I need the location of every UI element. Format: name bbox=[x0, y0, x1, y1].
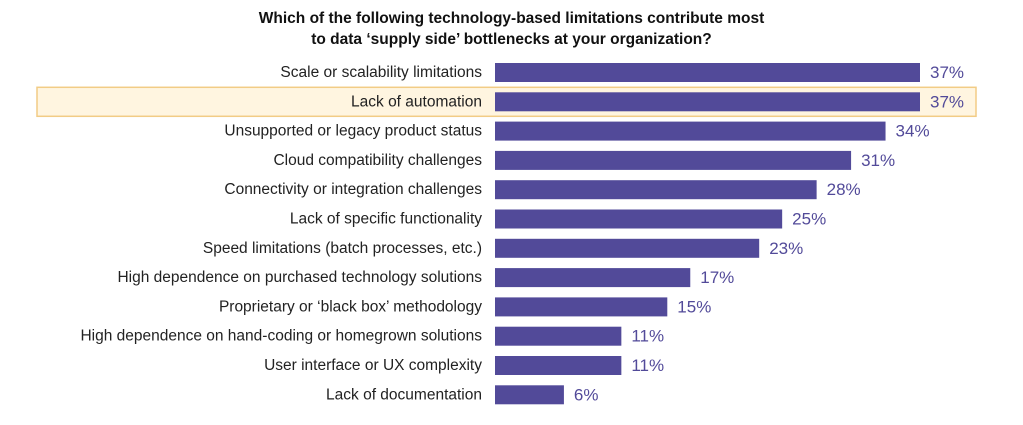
value-label-user-interface-or-ux-complexity: 11% bbox=[631, 356, 664, 375]
bar-lack-of-documentation bbox=[495, 385, 564, 405]
category-label-scale-or-scalability-limitations: Scale or scalability limitations bbox=[280, 64, 482, 81]
bar-scale-or-scalability-limitations bbox=[495, 63, 920, 82]
category-label-proprietary-or-black-box-methodology: Proprietary or ‘black box’ methodology bbox=[219, 298, 482, 315]
category-label-lack-of-automation: Lack of automation bbox=[351, 93, 482, 110]
bar-user-interface-or-ux-complexity bbox=[495, 356, 622, 375]
bars-layer: Scale or scalability limitations 37% Lack … bbox=[80, 63, 964, 405]
value-label-connectivity-or-integration-challenges: 28% bbox=[827, 180, 861, 199]
bar-cloud-compatibility-challenges bbox=[495, 150, 852, 170]
value-label-high-dependence-on-hand-coding-or-homegrown-solutions: 11% bbox=[631, 327, 664, 346]
value-label-proprietary-or-black-box-methodology: 15% bbox=[677, 297, 711, 316]
category-label-cloud-compatibility-challenges: Cloud compatibility challenges bbox=[273, 152, 482, 169]
category-label-connectivity-or-integration-challenges: Connectivity or integration challenges bbox=[224, 181, 482, 198]
value-label-unsupported-or-legacy-product-status: 34% bbox=[896, 122, 930, 141]
value-label-lack-of-specific-functionality: 25% bbox=[792, 210, 826, 229]
bar-high-dependence-on-hand-coding-or-homegrown-solutions bbox=[495, 326, 622, 346]
value-label-speed-limitations-batch-processes-etc: 23% bbox=[769, 239, 803, 258]
chart-title-line-2: to data ‘supply side’ bottlenecks at you… bbox=[311, 31, 712, 48]
chart-title-line-1: Which of the following technology-based … bbox=[258, 10, 765, 27]
category-label-lack-of-documentation: Lack of documentation bbox=[326, 386, 482, 403]
category-label-unsupported-or-legacy-product-status: Unsupported or legacy product status bbox=[224, 123, 482, 140]
category-label-speed-limitations-batch-processes-etc: Speed limitations (batch processes, etc.… bbox=[203, 240, 482, 257]
value-label-cloud-compatibility-challenges: 31% bbox=[861, 151, 895, 170]
value-label-high-dependence-on-purchased-technology-solutions: 17% bbox=[700, 268, 734, 287]
category-label-high-dependence-on-purchased-technology-solutions: High dependence on purchased technology … bbox=[117, 269, 482, 286]
category-label-user-interface-or-ux-complexity: User interface or UX complexity bbox=[264, 357, 482, 374]
value-label-scale-or-scalability-limitations: 37% bbox=[930, 63, 964, 82]
value-label-lack-of-documentation: 6% bbox=[574, 385, 599, 404]
value-label-lack-of-automation: 37% bbox=[930, 92, 964, 111]
bar-lack-of-automation bbox=[495, 92, 920, 112]
bar-high-dependence-on-purchased-technology-solutions bbox=[495, 268, 691, 288]
bar-proprietary-or-black-box-methodology bbox=[495, 297, 668, 317]
bar-connectivity-or-integration-challenges bbox=[495, 180, 817, 200]
category-label-lack-of-specific-functionality: Lack of specific functionality bbox=[290, 211, 482, 228]
bar-unsupported-or-legacy-product-status bbox=[495, 121, 886, 141]
bar-lack-of-specific-functionality bbox=[495, 209, 783, 229]
bar-speed-limitations-batch-processes-etc bbox=[495, 238, 760, 258]
category-label-high-dependence-on-hand-coding-or-homegrown-solutions: High dependence on hand-coding or homegr… bbox=[80, 328, 482, 345]
chart-title: Which of the following technology-based … bbox=[0, 8, 1023, 50]
